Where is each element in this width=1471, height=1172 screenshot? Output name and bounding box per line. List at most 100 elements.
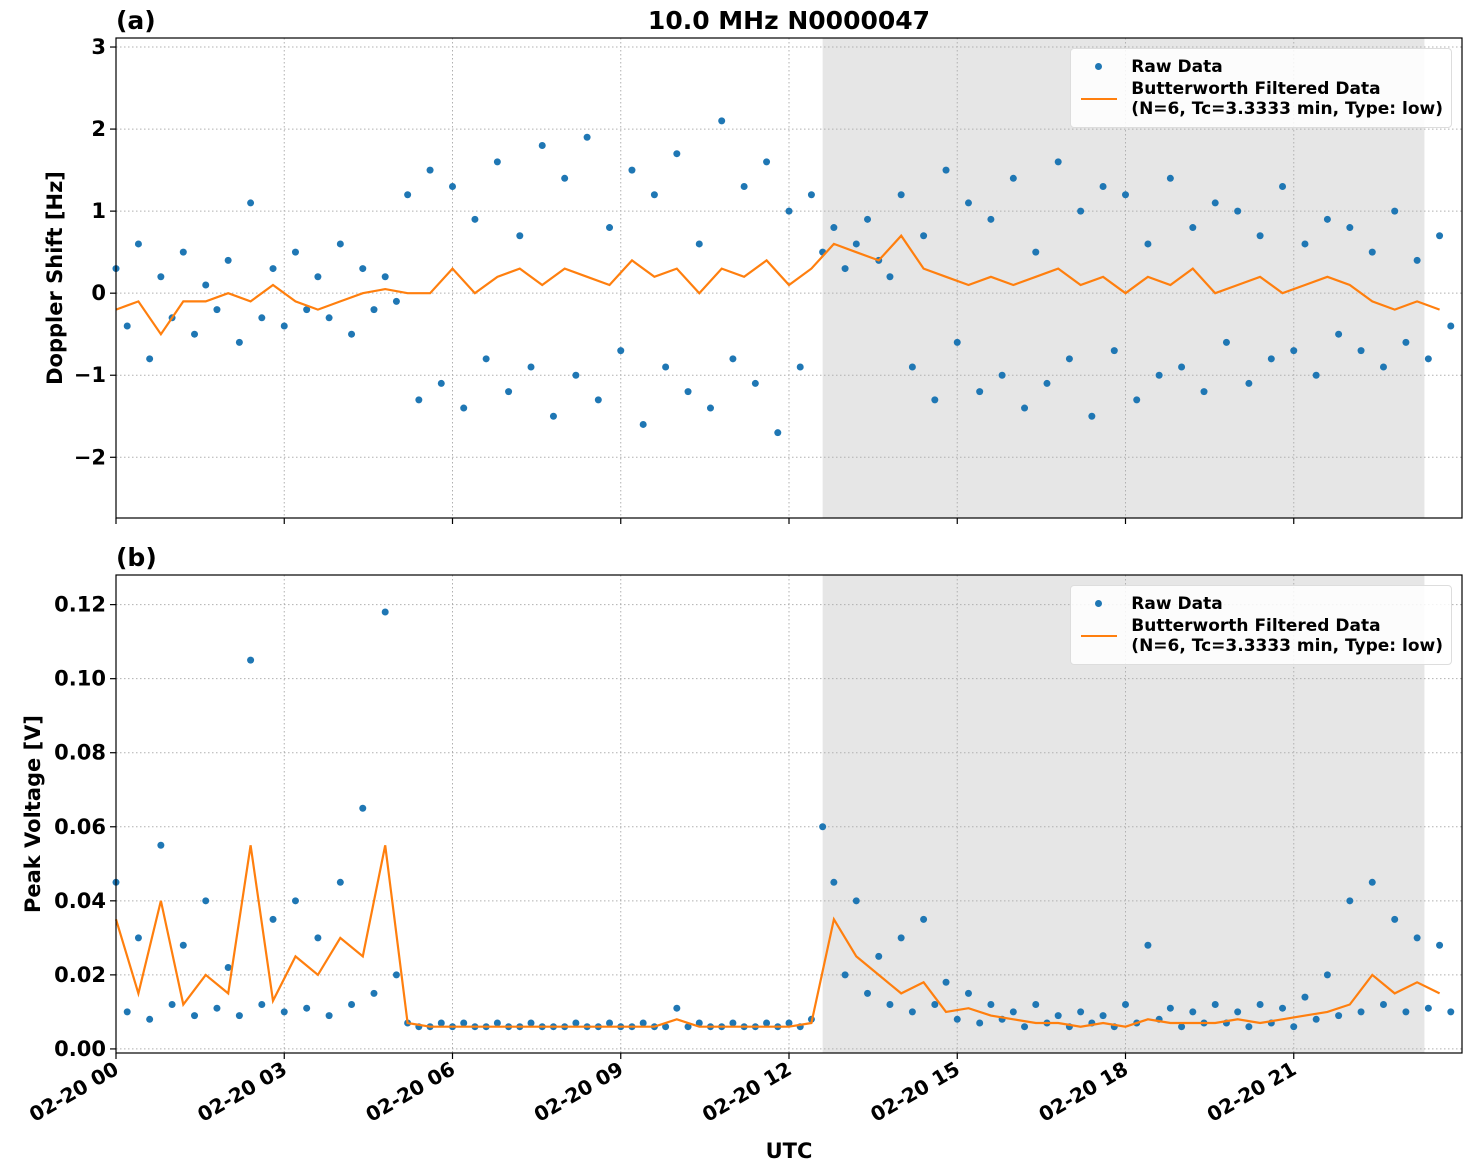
y-tick-label: 0.02 <box>54 963 106 987</box>
data-point <box>841 971 849 979</box>
data-point <box>953 338 961 346</box>
data-point <box>1077 1008 1085 1016</box>
data-point <box>1054 1012 1062 1020</box>
x-tick-label: 02-20 21 <box>1203 1057 1301 1127</box>
data-point <box>1099 183 1107 191</box>
data-point <box>269 915 277 923</box>
data-point <box>303 1004 311 1012</box>
legend-entry: Raw Data <box>1079 594 1443 614</box>
data-point <box>1099 1012 1107 1020</box>
data-point <box>538 141 546 149</box>
data-point <box>235 1012 243 1020</box>
data-point <box>864 989 872 997</box>
data-point <box>1323 971 1331 979</box>
data-point <box>897 934 905 942</box>
y-axis-label: Doppler Shift [Hz] <box>43 171 67 385</box>
data-point <box>830 224 838 232</box>
data-point <box>695 1019 703 1027</box>
y-tick-label: 0.04 <box>54 889 106 913</box>
data-point <box>224 256 232 264</box>
data-point <box>662 1023 670 1031</box>
data-point <box>1178 363 1186 371</box>
data-point <box>493 158 501 166</box>
data-point <box>673 150 681 158</box>
data-point <box>1335 1012 1343 1020</box>
legend-label: Butterworth Filtered Data (N=6, Tc=3.333… <box>1131 616 1443 656</box>
data-point <box>1424 1004 1432 1012</box>
data-point <box>123 322 131 330</box>
data-point <box>505 388 513 396</box>
data-point <box>280 322 288 330</box>
data-point <box>123 1008 131 1016</box>
data-point <box>482 355 490 363</box>
data-point <box>830 878 838 886</box>
y-tick-label: 0.12 <box>54 593 106 617</box>
data-point <box>202 897 210 905</box>
data-point <box>1211 199 1219 207</box>
data-point <box>1436 941 1444 949</box>
data-point <box>561 174 569 182</box>
data-point <box>157 841 165 849</box>
y-tick-label: 0 <box>91 281 106 305</box>
data-point <box>639 420 647 428</box>
data-point <box>280 1008 288 1016</box>
data-point <box>202 281 210 289</box>
data-point <box>920 232 928 240</box>
data-point <box>1301 240 1309 248</box>
data-point <box>1391 207 1399 215</box>
data-point <box>931 1000 939 1008</box>
data-point <box>897 191 905 199</box>
data-point <box>785 1019 793 1027</box>
data-point <box>314 934 322 942</box>
data-point <box>1256 232 1264 240</box>
y-tick-label: 2 <box>91 117 106 141</box>
data-point <box>1032 248 1040 256</box>
plot-frame <box>115 574 1463 1054</box>
data-point <box>516 232 524 240</box>
data-point <box>291 248 299 256</box>
data-point <box>987 1000 995 1008</box>
filtered-line <box>115 233 1440 337</box>
legend-label: Raw Data <box>1131 57 1223 77</box>
data-point <box>886 273 894 281</box>
data-point <box>527 363 535 371</box>
data-point <box>1379 1000 1387 1008</box>
data-point <box>706 404 714 412</box>
data-point <box>1290 1023 1298 1031</box>
data-point <box>729 1019 737 1027</box>
y-tick-label: 0.06 <box>54 815 106 839</box>
data-point <box>1021 1023 1029 1031</box>
data-point <box>392 297 400 305</box>
data-point <box>157 273 165 281</box>
data-point <box>583 133 591 141</box>
panel-label: (a) <box>116 6 156 35</box>
data-point <box>1032 1000 1040 1008</box>
data-point <box>359 265 367 273</box>
data-point <box>426 166 434 174</box>
chart-title: 10.0 MHz N0000047 <box>648 6 930 35</box>
data-point <box>606 1019 614 1027</box>
data-point <box>1189 224 1197 232</box>
legend-label: Raw Data <box>1131 594 1223 614</box>
data-point <box>1379 363 1387 371</box>
data-point <box>1166 1004 1174 1012</box>
data-point <box>606 224 614 232</box>
data-point <box>1189 1008 1197 1016</box>
data-point <box>751 379 759 387</box>
data-point <box>1110 347 1118 355</box>
data-point <box>718 117 726 125</box>
data-point <box>1009 174 1017 182</box>
data-point <box>370 989 378 997</box>
data-point <box>247 656 255 664</box>
data-point <box>1256 1000 1264 1008</box>
data-point <box>841 265 849 273</box>
data-point <box>1222 338 1230 346</box>
data-point <box>325 1012 333 1020</box>
data-point <box>336 878 344 886</box>
data-point <box>359 804 367 812</box>
data-point <box>908 1008 916 1016</box>
legend-key <box>1079 79 1119 100</box>
legend-entry: Butterworth Filtered Data (N=6, Tc=3.333… <box>1079 79 1443 119</box>
y-tick-label: 0.08 <box>54 741 106 765</box>
data-point <box>1391 915 1399 923</box>
